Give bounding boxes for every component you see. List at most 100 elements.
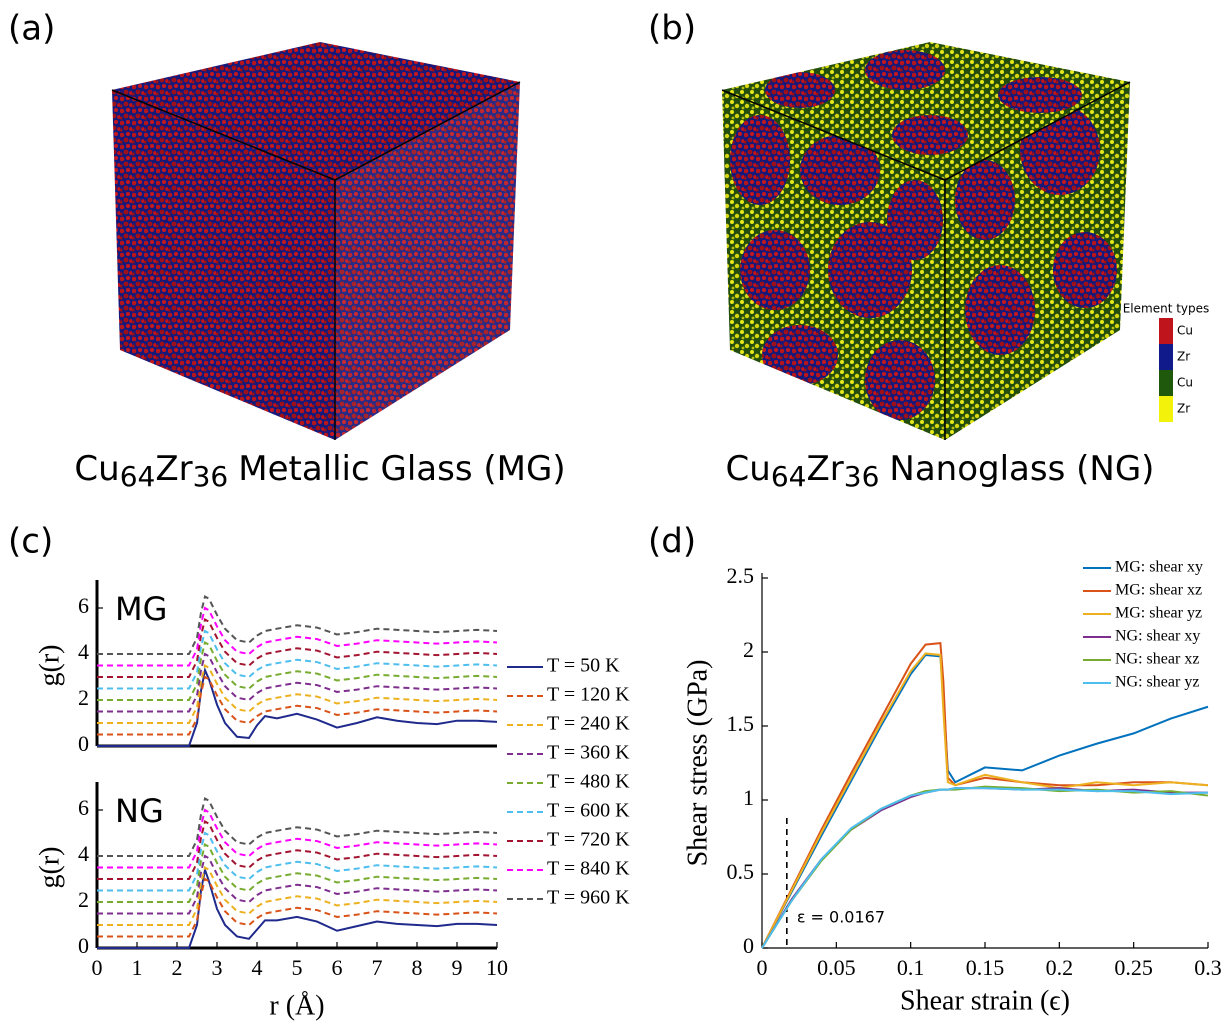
x-axis-label: Shear strain (ϵ) [900,985,1070,1016]
x-tick-label: 0 [757,955,768,980]
y-tick-label: 2 [743,637,754,662]
x-tick-label: 0 [92,955,103,980]
grain [865,340,935,420]
panel-label: (d) [648,522,696,562]
panel-label: (c) [8,522,53,562]
panel-label: (b) [648,9,696,49]
legend-title: Element types [1123,302,1210,316]
grain [762,325,838,385]
x-tick-label: 0.05 [817,955,856,980]
y-tick-label: 2 [78,887,89,912]
caption-part: Nanoglass (NG) [889,449,1154,489]
legend-label: T = 600 K [547,800,630,822]
panel-tag: NG [115,792,164,830]
caption-subscript: 64 [771,460,807,493]
legend-label: Zr [1177,402,1190,416]
y-tick-label: 4 [78,639,89,664]
legend-label: MG: shear xy [1115,559,1203,576]
y-tick-label: 6 [78,593,89,618]
x-tick-label: 0.2 [1046,955,1074,980]
legend-label: MG: shear yz [1115,605,1202,622]
legend-label: T = 120 K [547,684,630,706]
caption-subscript: 36 [844,460,880,493]
series-line [97,631,497,689]
y-tick-label: 2.5 [727,563,755,588]
series-line [762,653,1208,948]
mg-cube [112,42,520,440]
legend-label: T = 240 K [547,713,630,735]
y-axis-label: Shear stress (GPa) [682,660,713,867]
x-tick-label: 7 [372,955,383,980]
legend-label: T = 360 K [547,742,630,764]
legend-label: T = 50 K [547,655,620,677]
legend-label: Cu [1177,324,1193,338]
caption-subscript: 36 [193,460,229,493]
legend-label: T = 720 K [547,829,630,851]
caption: Cu64Zr36 Metallic Glass (MG) [74,449,565,494]
series-line [97,620,497,678]
legend-label: T = 480 K [547,771,630,793]
annotation: ε = 0.0167 [797,908,885,927]
grain [865,50,945,90]
legend-label: Zr [1177,350,1190,364]
series-line [97,879,497,937]
series-line [762,655,1208,948]
series-line [97,643,497,701]
grain [765,72,835,108]
legend-swatch [1159,396,1173,422]
grain [965,265,1035,355]
legend-swatch [1159,344,1173,370]
x-tick-label: 10 [486,955,508,980]
y-tick-label: 1.5 [727,711,755,736]
x-tick-label: 2 [172,955,183,980]
legend-label: T = 840 K [547,858,630,880]
legend-label: Cu [1177,376,1193,390]
series-line [97,856,497,914]
legend-swatch [1159,318,1173,344]
series-line [97,845,497,903]
y-tick-label: 0.5 [727,859,755,884]
x-tick-label: 8 [412,955,423,980]
x-tick-label: 0.15 [966,955,1005,980]
y-tick-label: 0 [78,933,89,958]
x-tick-label: 0.3 [1194,955,1222,980]
series-line [97,677,497,735]
grain [740,230,810,310]
y-tick-label: 4 [78,841,89,866]
panel-label: (a) [8,9,55,49]
caption-part: Metallic Glass (MG) [238,449,565,489]
x-tick-label: 4 [252,955,263,980]
panel-tag: MG [115,590,167,628]
x-tick-label: 9 [452,955,463,980]
x-tick-label: 0.25 [1114,955,1153,980]
legend-label: MG: shear xz [1115,582,1202,599]
legend-label: NG: shear yz [1115,674,1199,691]
x-tick-label: 6 [332,955,343,980]
caption-part: Cu [726,449,771,489]
y-tick-label: 0 [78,731,89,756]
x-tick-label: 5 [292,955,303,980]
legend-swatch [1159,370,1173,396]
grain [1053,232,1117,308]
series-line [97,833,497,891]
legend-label: NG: shear xz [1115,651,1199,668]
y-tick-label: 0 [743,933,754,958]
y-tick-label: 1 [743,785,754,810]
caption-part: Cu [74,449,119,489]
x-tick-label: 1 [132,955,143,980]
y-tick-label: 6 [78,795,89,820]
y-axis-label: g(r) [34,847,65,889]
grain [730,115,790,205]
grain [828,222,912,318]
y-tick-label: 2 [78,685,89,710]
element-legend: Element types Cu Zr Cu Zr [1123,302,1210,423]
x-axis-label: r (Å) [269,990,324,1021]
grain [892,115,968,155]
grain [998,77,1082,113]
caption-subscript: 64 [120,460,156,493]
caption-part: Zr [155,449,192,489]
grain [955,160,1015,240]
legend-label: T = 960 K [547,887,630,909]
legend-label: NG: shear xy [1115,628,1200,645]
